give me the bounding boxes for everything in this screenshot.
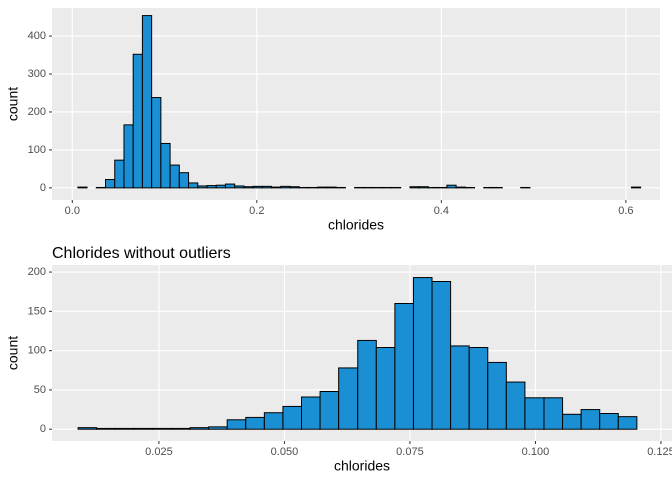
- x-axis-title: chlorides: [328, 217, 384, 233]
- bar: [456, 187, 465, 188]
- bar: [190, 428, 209, 430]
- bar: [246, 417, 265, 429]
- y-tick-label: 200: [28, 106, 46, 118]
- bar: [225, 184, 234, 188]
- bar: [115, 428, 134, 429]
- bar: [216, 185, 225, 188]
- bar: [339, 368, 358, 429]
- bar: [227, 420, 246, 429]
- bar: [209, 427, 228, 429]
- bar: [179, 173, 188, 188]
- bar: [525, 398, 544, 429]
- bar: [133, 54, 142, 188]
- y-tick-label: 150: [28, 305, 46, 317]
- bar: [171, 428, 190, 429]
- bar: [134, 428, 153, 429]
- bar: [563, 414, 582, 429]
- x-tick-label: 0.6: [618, 205, 633, 217]
- bar: [290, 187, 299, 188]
- bar: [78, 187, 87, 188]
- bar: [376, 348, 395, 430]
- y-tick-label: 200: [28, 266, 46, 278]
- bar: [544, 398, 563, 429]
- bar: [631, 187, 640, 188]
- y-tick-label: 50: [34, 384, 46, 396]
- bar: [581, 410, 600, 430]
- bar: [106, 180, 115, 188]
- x-tick-label: 0.075: [396, 446, 424, 458]
- bar: [506, 382, 525, 429]
- bar: [395, 304, 414, 430]
- bar: [124, 125, 133, 188]
- y-axis-title: count: [5, 87, 21, 121]
- bar: [152, 428, 171, 429]
- y-tick-label: 0: [40, 182, 46, 194]
- bar: [469, 348, 488, 430]
- y-tick-label: 100: [28, 345, 46, 357]
- bar: [272, 187, 281, 188]
- bar: [318, 187, 327, 188]
- bar: [161, 143, 170, 187]
- bar: [198, 186, 207, 188]
- bar: [600, 414, 619, 430]
- bar: [281, 186, 290, 188]
- y-axis-title: count: [5, 336, 21, 370]
- bar: [327, 187, 336, 188]
- bar: [207, 186, 216, 188]
- bar: [264, 413, 283, 430]
- chart-title: Chlorides without outliers: [52, 245, 231, 262]
- bar: [358, 340, 377, 429]
- bar: [488, 362, 507, 429]
- y-tick-label: 0: [40, 423, 46, 435]
- bar: [413, 278, 432, 430]
- bar: [97, 428, 116, 429]
- bar: [142, 16, 151, 188]
- bar: [152, 98, 161, 188]
- bar: [170, 165, 179, 188]
- bar: [302, 397, 321, 429]
- bar: [447, 185, 456, 188]
- bar: [189, 183, 198, 188]
- x-tick-label: 0.100: [522, 446, 550, 458]
- bar: [432, 282, 451, 430]
- bar: [115, 160, 124, 188]
- bar: [283, 406, 302, 429]
- bar: [78, 428, 97, 430]
- bar: [235, 186, 244, 188]
- bar: [253, 186, 262, 188]
- bar: [410, 187, 419, 188]
- y-tick-label: 100: [28, 144, 46, 156]
- x-tick-label: 0.2: [249, 205, 264, 217]
- x-tick-label: 0.4: [434, 205, 449, 217]
- bar: [320, 392, 339, 430]
- bar: [618, 417, 637, 430]
- x-tick-label: 0.125: [647, 446, 672, 458]
- bar: [451, 346, 470, 429]
- bar: [244, 187, 253, 188]
- y-tick-label: 300: [28, 68, 46, 80]
- bar: [262, 186, 271, 188]
- x-axis-title: chlorides: [334, 458, 390, 474]
- x-tick-label: 0.025: [145, 446, 173, 458]
- y-tick-label: 400: [28, 30, 46, 42]
- bar: [419, 187, 428, 188]
- x-tick-label: 0.050: [271, 446, 299, 458]
- x-tick-label: 0.0: [65, 205, 80, 217]
